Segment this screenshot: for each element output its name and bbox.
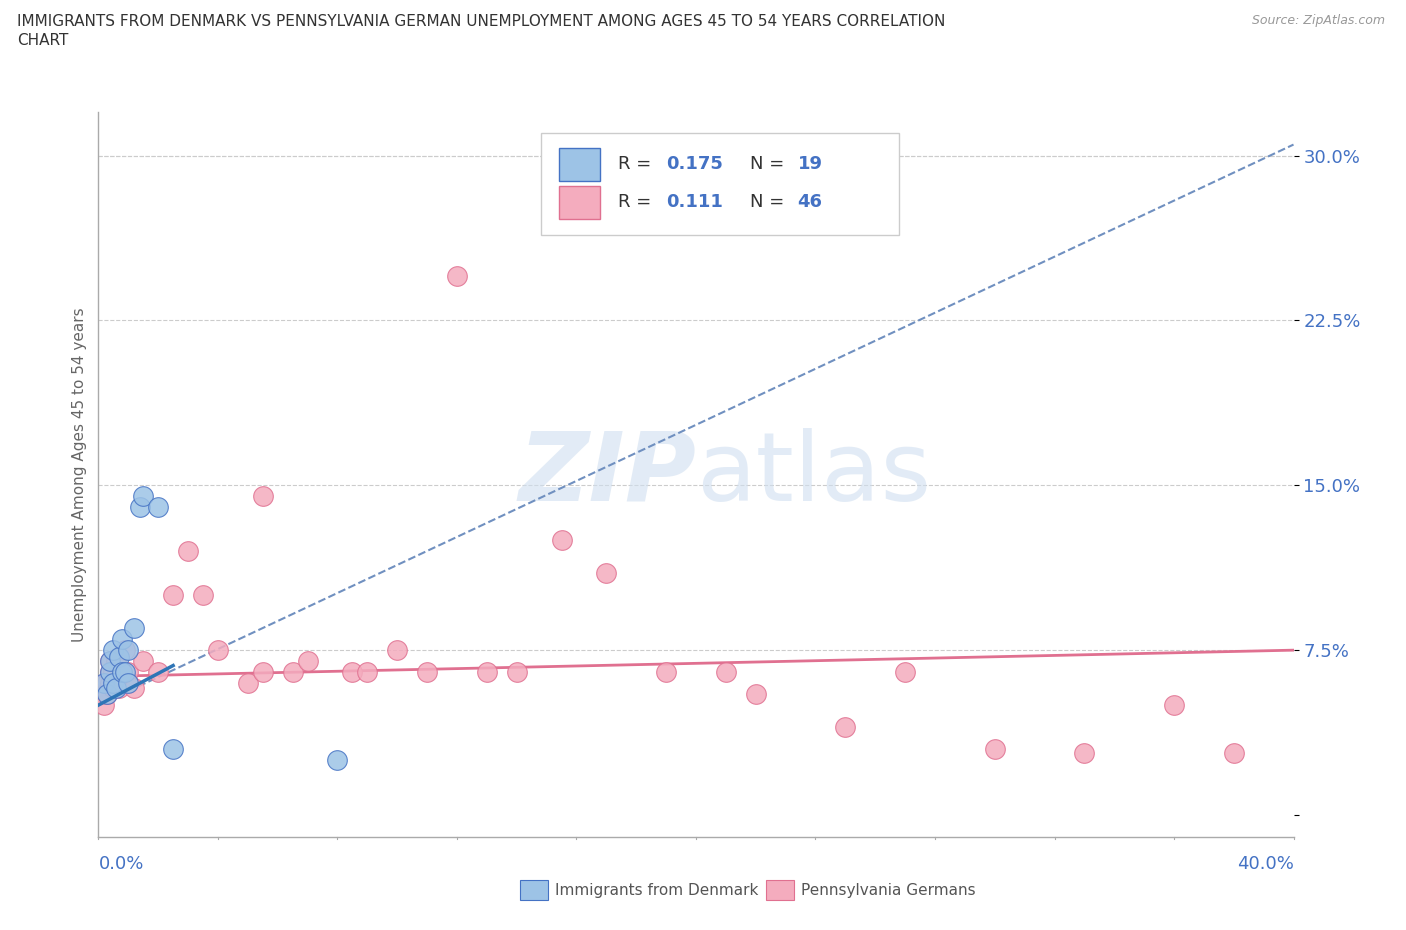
Text: 0.175: 0.175: [666, 154, 723, 173]
Point: [475, 665, 498, 680]
Point: [111, 665, 134, 680]
Point: [105, 654, 128, 669]
Bar: [558, 186, 600, 219]
Y-axis label: Unemployment Among Ages 45 to 54 years: Unemployment Among Ages 45 to 54 years: [72, 307, 87, 642]
Bar: [558, 148, 600, 180]
Text: IMMIGRANTS FROM DENMARK VS PENNSYLVANIA GERMAN UNEMPLOYMENT AMONG AGES 45 TO 54 : IMMIGRANTS FROM DENMARK VS PENNSYLVANIA …: [17, 14, 945, 29]
Text: R =: R =: [619, 193, 657, 211]
Point: [177, 544, 200, 559]
Text: 40.0%: 40.0%: [1237, 856, 1294, 873]
Point: [98, 665, 122, 680]
Point: [191, 588, 214, 603]
Point: [252, 489, 274, 504]
Point: [281, 665, 304, 680]
Text: N =: N =: [749, 154, 790, 173]
Point: [834, 720, 856, 735]
Text: 46: 46: [797, 193, 823, 211]
Point: [96, 686, 118, 701]
Point: [103, 676, 125, 691]
Point: [117, 665, 139, 680]
Point: [342, 665, 364, 680]
Text: 0.111: 0.111: [666, 193, 723, 211]
Point: [236, 676, 259, 691]
Point: [1223, 746, 1246, 761]
Point: [446, 269, 468, 284]
Point: [117, 676, 139, 691]
Point: [297, 654, 319, 669]
Point: [356, 665, 378, 680]
Point: [114, 665, 136, 680]
Point: [114, 643, 136, 658]
Point: [103, 680, 125, 695]
FancyBboxPatch shape: [541, 133, 900, 235]
Point: [148, 665, 170, 680]
Point: [93, 676, 115, 691]
Point: [416, 665, 439, 680]
Point: [162, 588, 184, 603]
Point: [129, 499, 152, 514]
Point: [103, 665, 125, 680]
Point: [714, 665, 737, 680]
Point: [550, 533, 572, 548]
Text: CHART: CHART: [17, 33, 69, 47]
Point: [655, 665, 678, 680]
Text: Pennsylvania Germans: Pennsylvania Germans: [801, 883, 976, 897]
Point: [111, 631, 134, 646]
Point: [506, 665, 529, 680]
Text: Source: ZipAtlas.com: Source: ZipAtlas.com: [1251, 14, 1385, 27]
Point: [105, 680, 128, 695]
Text: Immigrants from Denmark: Immigrants from Denmark: [555, 883, 759, 897]
Text: 19: 19: [797, 154, 823, 173]
Point: [98, 654, 122, 669]
Point: [162, 741, 184, 756]
Point: [103, 643, 125, 658]
Point: [96, 686, 118, 701]
Text: R =: R =: [619, 154, 657, 173]
Point: [385, 643, 409, 658]
Point: [132, 489, 155, 504]
Point: [98, 676, 122, 691]
Point: [117, 643, 139, 658]
Point: [96, 676, 118, 691]
Point: [93, 686, 115, 701]
Point: [252, 665, 274, 680]
Point: [984, 741, 1007, 756]
Text: N =: N =: [749, 193, 790, 211]
Point: [745, 686, 768, 701]
Point: [595, 565, 617, 580]
Point: [326, 752, 349, 767]
Point: [132, 654, 155, 669]
Point: [98, 654, 122, 669]
Point: [124, 620, 146, 635]
Point: [1073, 746, 1095, 761]
Text: 0.0%: 0.0%: [98, 856, 143, 873]
Point: [1163, 698, 1185, 712]
Text: ZIP: ZIP: [517, 428, 696, 521]
Point: [117, 676, 139, 691]
Point: [108, 649, 131, 664]
Point: [207, 643, 229, 658]
Point: [93, 698, 115, 712]
Point: [98, 665, 122, 680]
Point: [108, 676, 131, 691]
Text: atlas: atlas: [696, 428, 931, 521]
Point: [111, 665, 134, 680]
Point: [108, 680, 131, 695]
Point: [894, 665, 917, 680]
Point: [148, 499, 170, 514]
Point: [124, 680, 146, 695]
